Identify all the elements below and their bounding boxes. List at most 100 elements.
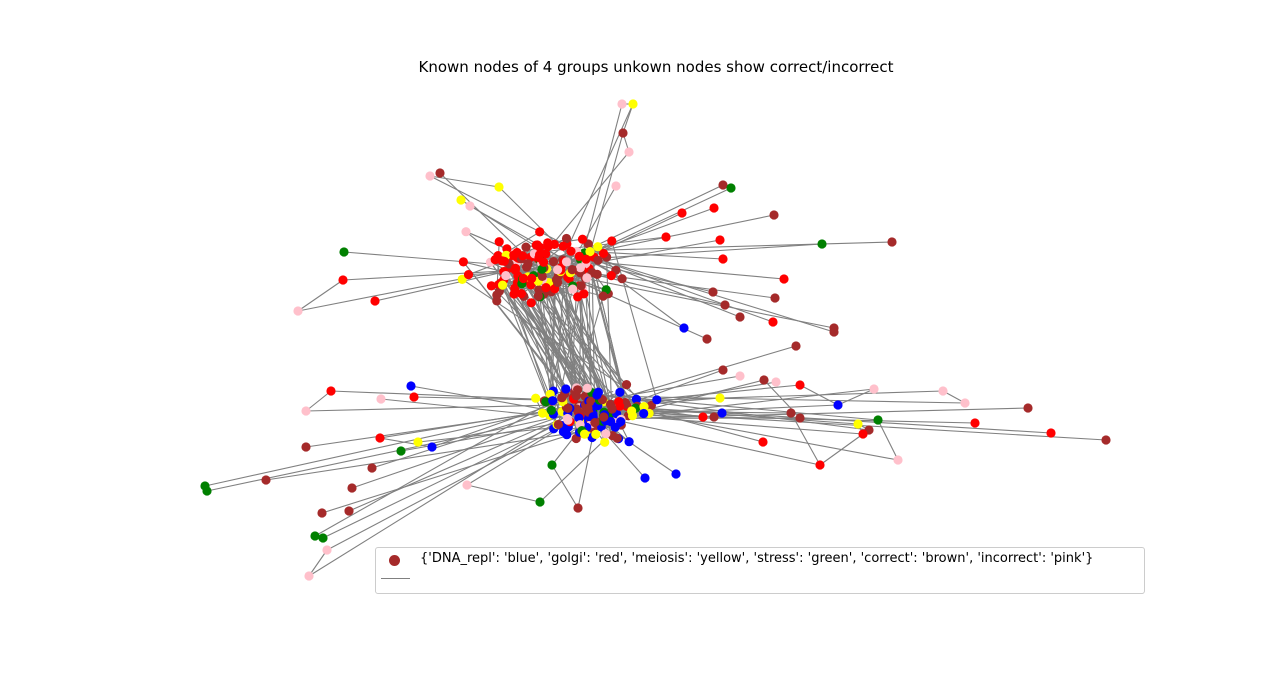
graph-node-pink — [582, 273, 592, 283]
graph-node-pink — [465, 201, 475, 211]
edge-layer — [204, 103, 1107, 577]
graph-edge — [297, 279, 344, 312]
graph-node-blue — [679, 323, 689, 333]
graph-node-green — [547, 460, 557, 470]
graph-node-pink — [501, 271, 511, 281]
graph-edge — [547, 242, 579, 390]
graph-edge — [466, 484, 541, 503]
graph-node-brown — [435, 168, 445, 178]
graph-edge — [502, 284, 554, 415]
graph-node-blue — [616, 417, 626, 427]
graph-node-red — [527, 273, 537, 283]
graph-node-brown — [786, 408, 796, 418]
graph-node-brown — [553, 419, 564, 430]
graph-edge — [321, 422, 609, 514]
graph-node-brown — [521, 242, 531, 252]
graph-node-pink — [304, 571, 314, 581]
graph-edge — [551, 464, 579, 509]
graph-node-red — [535, 227, 545, 237]
graph-node-pink — [322, 545, 332, 555]
graph-node-blue — [624, 437, 634, 447]
graph-edge — [609, 405, 1052, 434]
graph-node-red — [535, 242, 545, 252]
graph-node-pink — [462, 480, 472, 490]
legend-edge-line — [381, 578, 410, 579]
graph-node-yellow — [600, 437, 610, 447]
graph-node-yellow — [537, 408, 548, 418]
graph-node-blue — [833, 400, 843, 410]
graph-node-red — [661, 232, 671, 242]
graph-node-pink — [562, 413, 573, 424]
graph-node-brown — [563, 403, 573, 413]
graph-node-brown — [1023, 403, 1033, 413]
graph-edge — [799, 384, 839, 406]
graph-node-red — [497, 256, 507, 266]
graph-node-red — [326, 386, 336, 396]
graph-node-pink — [893, 455, 903, 465]
graph-node-yellow — [591, 429, 601, 439]
graph-node-brown — [621, 380, 632, 390]
graph-node-brown — [607, 404, 617, 414]
graph-edge — [305, 403, 591, 412]
graph-node-blue — [558, 427, 569, 437]
graph-node-brown — [301, 442, 311, 452]
graph-node-brown — [347, 483, 357, 493]
graph-edge — [308, 549, 328, 577]
graph-node-green — [202, 486, 212, 496]
graph-node-pink — [771, 377, 781, 387]
graph-edge — [503, 260, 638, 407]
graph-node-brown — [561, 233, 572, 244]
graph-node-brown — [261, 475, 271, 485]
graph-node-brown — [709, 412, 719, 422]
graph-edge — [371, 390, 614, 469]
figure-title: Known nodes of 4 groups unkown nodes sho… — [418, 58, 894, 76]
graph-node-red — [516, 289, 527, 299]
graph-node-blue — [606, 416, 616, 427]
graph-node-brown — [534, 285, 544, 295]
graph-edge — [305, 390, 332, 412]
graph-node-brown — [557, 393, 567, 403]
graph-edge — [342, 266, 570, 281]
node-layer — [200, 99, 1111, 581]
graph-node-brown — [567, 265, 577, 275]
graph-node-red — [541, 283, 551, 293]
graph-edge — [617, 375, 741, 398]
graph-node-brown — [344, 506, 354, 516]
graph-node-red — [970, 418, 980, 428]
graph-node-red — [518, 273, 529, 284]
graph-edge — [204, 399, 597, 487]
graph-node-red — [509, 289, 519, 299]
graph-node-red — [543, 238, 553, 248]
graph-node-blue — [427, 442, 437, 452]
graph-node-green — [318, 533, 328, 543]
graph-node-brown — [598, 291, 608, 301]
graph-node-pink — [461, 227, 471, 237]
graph-node-green — [541, 397, 551, 407]
graph-edge — [790, 412, 821, 466]
graph-node-pink — [561, 257, 572, 267]
graph-edge — [581, 253, 835, 333]
graph-node-red — [338, 275, 348, 285]
graph-node-red — [758, 437, 768, 447]
graph-edge — [819, 433, 864, 466]
graph-node-brown — [735, 312, 745, 322]
graph-edge — [429, 175, 580, 253]
graph-node-brown — [702, 334, 712, 344]
legend: {'DNA_repl': 'blue', 'golgi': 'red', 'me… — [375, 547, 1145, 594]
graph-edge — [380, 398, 567, 419]
graph-node-red — [509, 250, 519, 260]
graph-node-brown — [317, 508, 327, 518]
graph-node-green — [396, 446, 406, 456]
graph-node-yellow — [853, 419, 863, 429]
graph-node-brown — [1101, 435, 1111, 445]
graph-node-red — [375, 433, 385, 443]
graph-node-brown — [586, 396, 596, 406]
graph-node-green — [339, 247, 349, 257]
graph-node-red — [458, 257, 468, 267]
graph-edge — [837, 388, 875, 406]
graph-node-red — [715, 235, 725, 245]
graph-node-pink — [938, 386, 948, 396]
graph-node-brown — [708, 287, 718, 297]
